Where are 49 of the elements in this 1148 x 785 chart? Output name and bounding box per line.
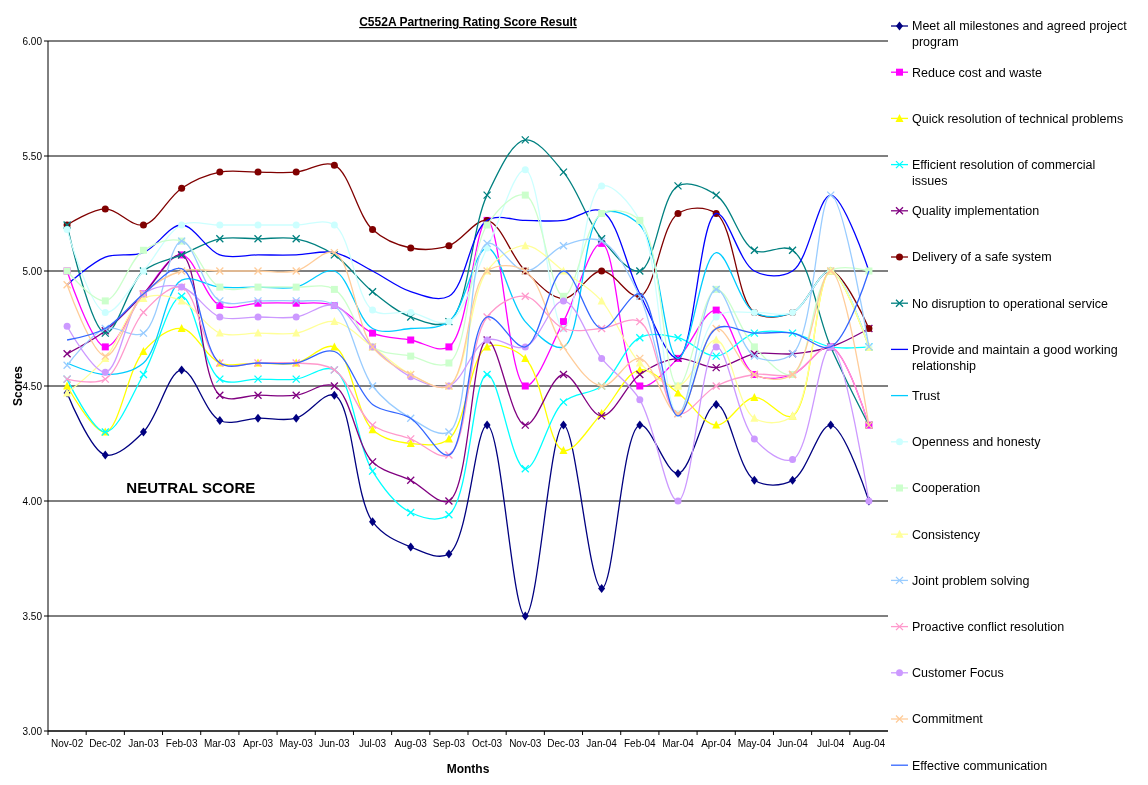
legend-label: Consistency bbox=[912, 527, 981, 542]
x-tick-label: May-04 bbox=[737, 738, 772, 749]
y-tick-label: 4.00 bbox=[22, 495, 43, 507]
legend-label: Joint problem solving bbox=[912, 573, 1030, 588]
annotation: NEUTRAL SCORE bbox=[126, 478, 256, 496]
x-tick-label: Aug-03 bbox=[394, 738, 428, 749]
legend-label: Quick resolution of technical problems bbox=[912, 111, 1124, 126]
legend-label: Provide and maintain a good working relationship bbox=[912, 342, 1118, 373]
legend-label: Quality implementation bbox=[912, 204, 1040, 219]
x-tick-label: Dec-03 bbox=[547, 738, 580, 749]
x-tick-label: Feb-04 bbox=[623, 738, 657, 749]
x-tick-label: Oct-03 bbox=[472, 738, 503, 749]
x-tick-label: Apr-03 bbox=[242, 738, 274, 749]
legend-label: Openness and honesty bbox=[912, 435, 1042, 450]
x-tick-label: Nov-02 bbox=[50, 738, 84, 749]
legend-label: No disruption to operational service bbox=[912, 296, 1108, 311]
x-tick-label: Aug-04 bbox=[852, 738, 886, 749]
x-tick-label: Dec-02 bbox=[89, 738, 122, 749]
y-tick-label: 3.00 bbox=[22, 725, 43, 737]
x-tick-label: Jul-04 bbox=[817, 738, 845, 749]
y-tick-label: 5.50 bbox=[22, 150, 43, 162]
y-tick-label: 3.50 bbox=[22, 610, 43, 622]
y-tick-label: 5.00 bbox=[22, 265, 43, 277]
y-tick-label: 4.50 bbox=[22, 380, 43, 392]
x-tick-label: May-03 bbox=[279, 738, 314, 749]
legend-label: Commitment bbox=[912, 712, 984, 727]
x-tick-label: Apr-04 bbox=[701, 738, 732, 749]
legend-label: Customer Focus bbox=[912, 666, 1004, 681]
chart-title: C552A Partnering Rating Score Result bbox=[359, 15, 577, 29]
x-axis-title: Months bbox=[446, 762, 490, 776]
x-tick-label: Mar-03 bbox=[203, 738, 237, 749]
x-tick-label: Jan-03 bbox=[128, 738, 160, 749]
x-tick-label: Jun-04 bbox=[777, 738, 809, 749]
legend-label: Reduce cost and waste bbox=[912, 65, 1042, 80]
x-tick-label: Mar-04 bbox=[662, 738, 695, 749]
legend-label: Proactive conflict resolution bbox=[912, 619, 1065, 634]
x-tick-label: Jun-03 bbox=[319, 738, 351, 749]
y-tick-label: 6.00 bbox=[22, 35, 43, 47]
x-tick-label: Jul-03 bbox=[358, 738, 387, 749]
x-tick-label: Jan-04 bbox=[586, 738, 618, 749]
legend-label: Meet all milestones and agreed project program bbox=[912, 19, 1128, 50]
legend-label: Delivery of a safe system bbox=[912, 250, 1052, 265]
legend-label: Efficient resolution of commercial issues bbox=[912, 157, 1096, 188]
legend-label: Effective communication bbox=[912, 758, 1048, 773]
x-tick-label: Feb-03 bbox=[165, 738, 198, 749]
x-tick-label: Nov-03 bbox=[509, 738, 542, 749]
legend-label: Trust bbox=[912, 388, 941, 403]
legend-label: Cooperation bbox=[912, 481, 981, 496]
x-tick-label: Sep-03 bbox=[432, 738, 466, 749]
